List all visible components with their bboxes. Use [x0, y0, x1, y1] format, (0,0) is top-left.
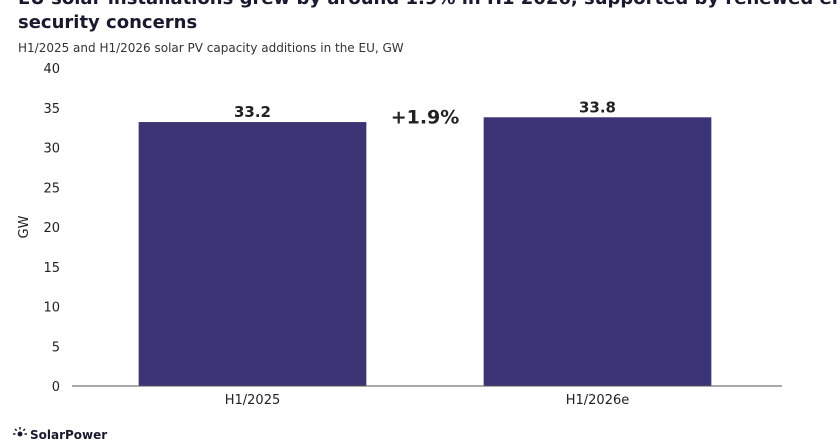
- y-tick-label: 0: [52, 380, 60, 395]
- logo-icon: [13, 427, 27, 437]
- value-label: 33.8: [579, 98, 616, 116]
- logo: SolarPower: [30, 428, 107, 440]
- bar: [483, 117, 712, 386]
- chart-subtitle: H1/2025 and H1/2026 solar PV capacity ad…: [18, 41, 404, 55]
- y-tick-label: 30: [43, 142, 60, 157]
- growth-annotation: +1.9%: [391, 107, 460, 129]
- chart-title: EU solar installations grew by around 1.…: [18, 0, 840, 33]
- x-tick-label: H1/2026e: [566, 393, 630, 408]
- y-tick-label: 10: [43, 301, 60, 316]
- y-tick-label: 15: [43, 261, 60, 276]
- value-label: 33.2: [234, 103, 271, 121]
- x-tick-label: H1/2025: [225, 393, 281, 408]
- y-tick-label: 25: [43, 181, 60, 196]
- y-tick-label: 40: [43, 62, 60, 77]
- y-tick-label: 5: [52, 340, 60, 355]
- title-line: EU solar installations grew by around 1.…: [18, 0, 840, 9]
- bar: [138, 122, 367, 386]
- y-tick-label: 20: [43, 221, 60, 236]
- y-axis-label: GW: [17, 215, 32, 238]
- title-line: security concerns: [18, 12, 197, 33]
- y-tick-label: 35: [43, 102, 60, 117]
